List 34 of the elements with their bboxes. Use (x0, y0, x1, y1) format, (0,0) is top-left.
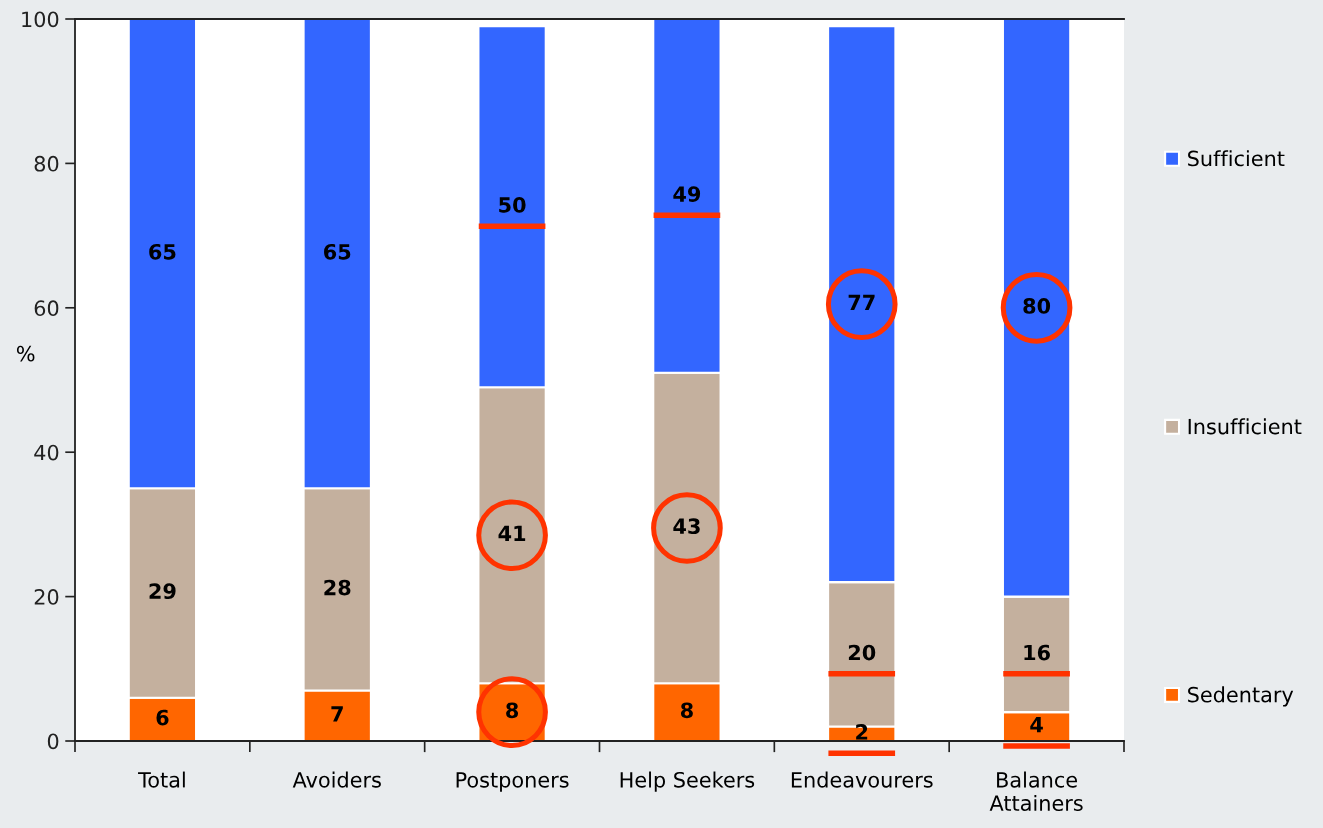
legend-label: Insufficient (1188, 418, 1302, 435)
data-label: 50 (499, 197, 526, 213)
x-tick-label: Avoiders (292, 771, 381, 788)
data-label: 2 (856, 724, 868, 740)
data-label: 28 (324, 579, 351, 596)
data-label: 4 (1030, 717, 1043, 733)
data-label: 65 (324, 243, 351, 260)
y-tick-label: 40 (34, 444, 59, 461)
legend-label: Sedentary (1188, 686, 1294, 707)
data-label: 65 (149, 243, 176, 260)
y-tick-label: 0 (47, 733, 59, 750)
y-tick-label: 60 (34, 300, 59, 317)
data-label: 43 (673, 518, 700, 535)
data-label: 16 (1024, 644, 1050, 661)
data-label: 41 (498, 525, 526, 541)
y-tick-label: 20 (34, 589, 59, 605)
legend-label: Sufficient (1188, 150, 1285, 167)
data-label: 6 (156, 709, 169, 726)
x-tick-label: Postponers (456, 772, 569, 792)
data-label: 7 (331, 706, 343, 722)
x-tick-label: Balance Attainers (989, 771, 1083, 812)
data-label: 20 (848, 644, 876, 661)
y-tick-label: 80 (34, 155, 59, 172)
data-label: 49 (673, 186, 701, 202)
x-tick-label: Help Seekers (620, 771, 755, 792)
x-tick-label: Endeavourers (791, 771, 933, 788)
data-label: 8 (680, 702, 693, 719)
data-label: 8 (506, 702, 519, 719)
data-label: 29 (149, 583, 176, 600)
x-tick-label: Total (138, 771, 185, 788)
y-axis-title: % (16, 345, 35, 362)
y-tick-label: 100 (22, 11, 59, 28)
data-label: 77 (848, 294, 875, 310)
data-label: 80 (1023, 298, 1051, 314)
